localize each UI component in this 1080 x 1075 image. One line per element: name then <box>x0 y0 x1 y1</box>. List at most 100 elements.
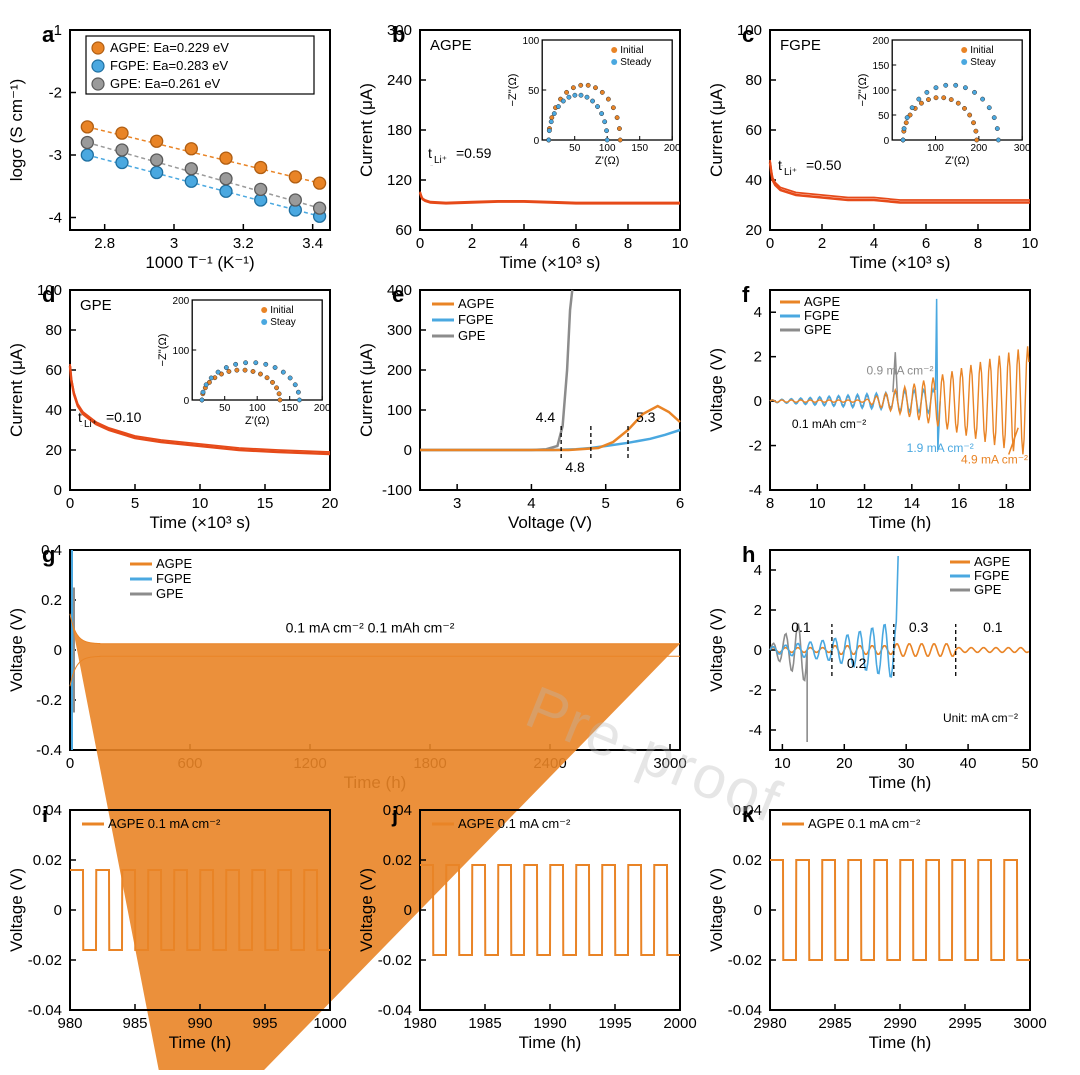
svg-text:Li⁺: Li⁺ <box>434 155 447 166</box>
svg-text:t: t <box>428 145 432 161</box>
svg-text:-0.4: -0.4 <box>36 742 62 759</box>
svg-text:20: 20 <box>745 222 762 239</box>
svg-text:0: 0 <box>54 902 62 919</box>
svg-text:−Z''(Ω): −Z''(Ω) <box>857 74 869 107</box>
panel-k: 29802985299029953000-0.04-0.0200.020.04T… <box>707 802 1047 1052</box>
svg-text:40: 40 <box>745 172 762 189</box>
svg-text:GPE: GPE <box>974 582 1002 597</box>
svg-text:-2: -2 <box>749 682 762 699</box>
svg-text:GPE: GPE <box>80 297 112 314</box>
svg-text:Current (μA): Current (μA) <box>357 83 376 177</box>
svg-text:240: 240 <box>387 72 412 89</box>
svg-text:8: 8 <box>766 495 774 512</box>
svg-text:AGPE 0.1 mA cm⁻²: AGPE 0.1 mA cm⁻² <box>808 816 921 831</box>
svg-text:Voltage (V): Voltage (V) <box>707 868 726 952</box>
svg-text:Time (h): Time (h) <box>869 773 932 792</box>
svg-text:Initial: Initial <box>620 45 643 56</box>
svg-text:i: i <box>42 802 48 827</box>
svg-text:AGPE: AGPE <box>974 554 1010 569</box>
svg-text:120: 120 <box>387 172 412 189</box>
svg-text:-0.02: -0.02 <box>28 952 62 969</box>
svg-text:Initial: Initial <box>270 305 293 316</box>
svg-text:FGPE: FGPE <box>974 568 1010 583</box>
svg-text:FGPE: FGPE <box>458 312 494 327</box>
svg-text:12: 12 <box>856 495 873 512</box>
svg-text:-0.2: -0.2 <box>36 692 62 709</box>
svg-text:FGPE: FGPE <box>156 571 192 586</box>
svg-text:Time (×10³ s): Time (×10³ s) <box>500 253 601 272</box>
svg-text:100: 100 <box>249 403 266 414</box>
svg-text:c: c <box>742 22 754 47</box>
svg-text:-0.02: -0.02 <box>728 952 762 969</box>
svg-text:14: 14 <box>903 495 920 512</box>
svg-text:985: 985 <box>122 1015 147 1032</box>
svg-text:3.2: 3.2 <box>233 235 254 252</box>
svg-text:=0.59: =0.59 <box>456 145 492 161</box>
svg-text:-4: -4 <box>49 210 62 227</box>
svg-text:0.1: 0.1 <box>791 619 811 635</box>
svg-text:3000: 3000 <box>1013 1015 1046 1032</box>
svg-text:100: 100 <box>173 346 190 357</box>
svg-text:0.3: 0.3 <box>909 619 929 635</box>
svg-text:10: 10 <box>672 235 689 252</box>
svg-text:2995: 2995 <box>948 1015 981 1032</box>
svg-text:1995: 1995 <box>598 1015 631 1032</box>
panel-f: 81012141618-4-2024Time (h)Voltage (V)AGP… <box>707 290 1030 532</box>
svg-text:100: 100 <box>599 143 616 154</box>
svg-text:3000: 3000 <box>653 755 686 772</box>
svg-text:Unit: mA cm⁻²: Unit: mA cm⁻² <box>943 711 1018 725</box>
svg-text:20: 20 <box>45 442 62 459</box>
svg-text:100: 100 <box>387 402 412 419</box>
svg-text:4: 4 <box>527 495 535 512</box>
svg-text:Voltage (V): Voltage (V) <box>707 608 726 692</box>
svg-text:1000 T⁻¹ (K⁻¹): 1000 T⁻¹ (K⁻¹) <box>145 253 254 272</box>
svg-text:t: t <box>78 409 82 425</box>
svg-text:0.1 mA cm⁻² 0.1 mAh cm⁻²: 0.1 mA cm⁻² 0.1 mAh cm⁻² <box>286 620 455 636</box>
svg-text:18: 18 <box>998 495 1015 512</box>
svg-text:j: j <box>391 802 398 827</box>
svg-text:=0.50: =0.50 <box>806 157 842 173</box>
svg-text:-3: -3 <box>49 147 62 164</box>
figure-svg: 2.833.23.4-4-3-2-11000 T⁻¹ (K⁻¹)logσ (S … <box>0 0 1080 1070</box>
svg-text:40: 40 <box>45 402 62 419</box>
svg-text:8: 8 <box>624 235 632 252</box>
svg-text:6: 6 <box>572 235 580 252</box>
svg-text:0: 0 <box>404 442 412 459</box>
svg-text:0.02: 0.02 <box>383 852 412 869</box>
panel-c: 024681020406080100Time (×10³ s)Current (… <box>707 22 1038 272</box>
svg-text:0: 0 <box>534 136 540 147</box>
svg-text:FGPE: FGPE <box>780 37 821 54</box>
panel-a: 2.833.23.4-4-3-2-11000 T⁻¹ (K⁻¹)logσ (S … <box>7 22 330 272</box>
svg-text:-4: -4 <box>749 722 762 739</box>
svg-text:-0.04: -0.04 <box>378 1002 412 1019</box>
svg-text:0: 0 <box>404 902 412 919</box>
panel-h: 1020304050-4-2024Time (h)Voltage (V)0.10… <box>707 550 1038 792</box>
svg-text:Current (μA): Current (μA) <box>707 83 726 177</box>
svg-text:200: 200 <box>173 296 190 307</box>
svg-text:Time (h): Time (h) <box>869 1033 932 1052</box>
svg-text:Time (×10³ s): Time (×10³ s) <box>850 253 951 272</box>
svg-text:50: 50 <box>528 86 540 97</box>
svg-text:4: 4 <box>520 235 528 252</box>
svg-text:e: e <box>392 282 404 307</box>
svg-text:logσ (S cm⁻¹): logσ (S cm⁻¹) <box>7 79 26 182</box>
svg-text:0: 0 <box>66 495 74 512</box>
svg-text:Steay: Steay <box>270 317 296 328</box>
svg-text:2000: 2000 <box>663 1015 696 1032</box>
svg-text:AGPE: Ea=0.229 eV: AGPE: Ea=0.229 eV <box>110 40 229 55</box>
svg-text:50: 50 <box>219 403 231 414</box>
svg-text:2: 2 <box>818 235 826 252</box>
svg-text:Voltage (V): Voltage (V) <box>7 608 26 692</box>
svg-text:Current (μA): Current (μA) <box>7 343 26 437</box>
svg-text:AGPE: AGPE <box>804 294 840 309</box>
svg-text:-0.04: -0.04 <box>28 1002 62 1019</box>
svg-text:Li⁺: Li⁺ <box>784 167 797 178</box>
svg-text:h: h <box>742 542 755 567</box>
svg-text:0: 0 <box>66 755 74 772</box>
svg-text:t=0.59: t=0.59 <box>430 164 433 167</box>
panel-b: 024681060120180240300Time (×10³ s)Curren… <box>357 22 688 272</box>
svg-text:100: 100 <box>873 86 890 97</box>
svg-text:200: 200 <box>873 36 890 47</box>
svg-text:8: 8 <box>974 235 982 252</box>
svg-text:AGPE: AGPE <box>430 37 472 54</box>
